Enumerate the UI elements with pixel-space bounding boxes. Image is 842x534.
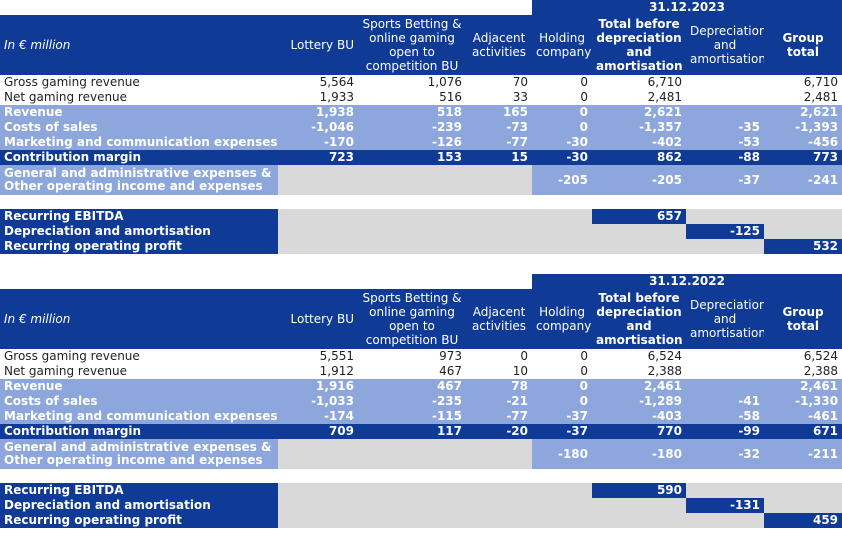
period-date: 31.12.2022 xyxy=(532,274,842,289)
row-depreciation: Depreciation and amortisation -125 xyxy=(0,224,842,239)
col-depreciation: Depreciation and amortisation xyxy=(686,289,764,349)
col-total-before: Total before depreciation and amortisati… xyxy=(592,15,686,75)
row-recurring-operating-profit: Recurring operating profit 532 xyxy=(0,239,842,254)
row-recurring-ebitda: Recurring EBITDA 657 xyxy=(0,209,842,224)
row-revenue: Revenue 1,916 467 78 0 2,461 2,461 xyxy=(0,379,842,394)
row-gross: Gross gaming revenue 5,551 973 0 0 6,524… xyxy=(4,349,839,363)
col-holding: Holding company xyxy=(532,15,592,75)
col-depreciation: Depreciation and amortisation xyxy=(686,15,764,75)
row-costs-of-sales: Costs of sales -1,033 -235 -21 0 -1,289 … xyxy=(0,394,842,409)
table-2022: 31.12.2022 In € million Lottery BU Sport… xyxy=(0,274,842,528)
row-marketing: Marketing and communication expenses -17… xyxy=(0,409,842,424)
period-date: 31.12.2023 xyxy=(532,0,842,15)
row-net: Net gaming revenue 1,912 467 10 0 2,388 … xyxy=(4,364,839,378)
col-lottery: Lottery BU xyxy=(278,289,358,349)
row-net: Net gaming revenue 1,933 516 33 0 2,481 … xyxy=(4,90,839,104)
col-group-total: Group total xyxy=(764,15,842,75)
col-sports: Sports Betting & online gaming open to c… xyxy=(358,289,466,349)
row-ga-expenses: General and administrative expenses & Ot… xyxy=(0,165,842,195)
col-sports: Sports Betting & online gaming open to c… xyxy=(358,15,466,75)
table-2023: 31.12.2023 In € million Lottery BU Sport… xyxy=(0,0,842,254)
row-contribution-margin: Contribution margin 709 117 -20 -37 770 … xyxy=(0,424,842,439)
row-costs-of-sales: Costs of sales -1,046 -239 -73 0 -1,357 … xyxy=(0,120,842,135)
row-gross: Gross gaming revenue 5,564 1,076 70 0 6,… xyxy=(4,75,839,89)
row-recurring-operating-profit: Recurring operating profit 459 xyxy=(0,513,842,528)
row-marketing: Marketing and communication expenses -17… xyxy=(0,135,842,150)
row-contribution-margin: Contribution margin 723 153 15 -30 862 -… xyxy=(0,150,842,165)
row-recurring-ebitda: Recurring EBITDA 590 xyxy=(0,483,842,498)
col-group-total: Group total xyxy=(764,289,842,349)
col-holding: Holding company xyxy=(532,289,592,349)
col-adjacent: Adjacent activities xyxy=(466,289,532,349)
row-ga-expenses: General and administrative expenses & Ot… xyxy=(0,439,842,469)
col-lottery: Lottery BU xyxy=(278,15,358,75)
row-depreciation: Depreciation and amortisation -131 xyxy=(0,498,842,513)
col-adjacent: Adjacent activities xyxy=(466,15,532,75)
unit-label: In € million xyxy=(0,289,278,349)
unit-label: In € million xyxy=(0,15,278,75)
col-total-before: Total before depreciation and amortisati… xyxy=(592,289,686,349)
row-revenue: Revenue 1,938 518 165 0 2,621 2,621 xyxy=(0,105,842,120)
